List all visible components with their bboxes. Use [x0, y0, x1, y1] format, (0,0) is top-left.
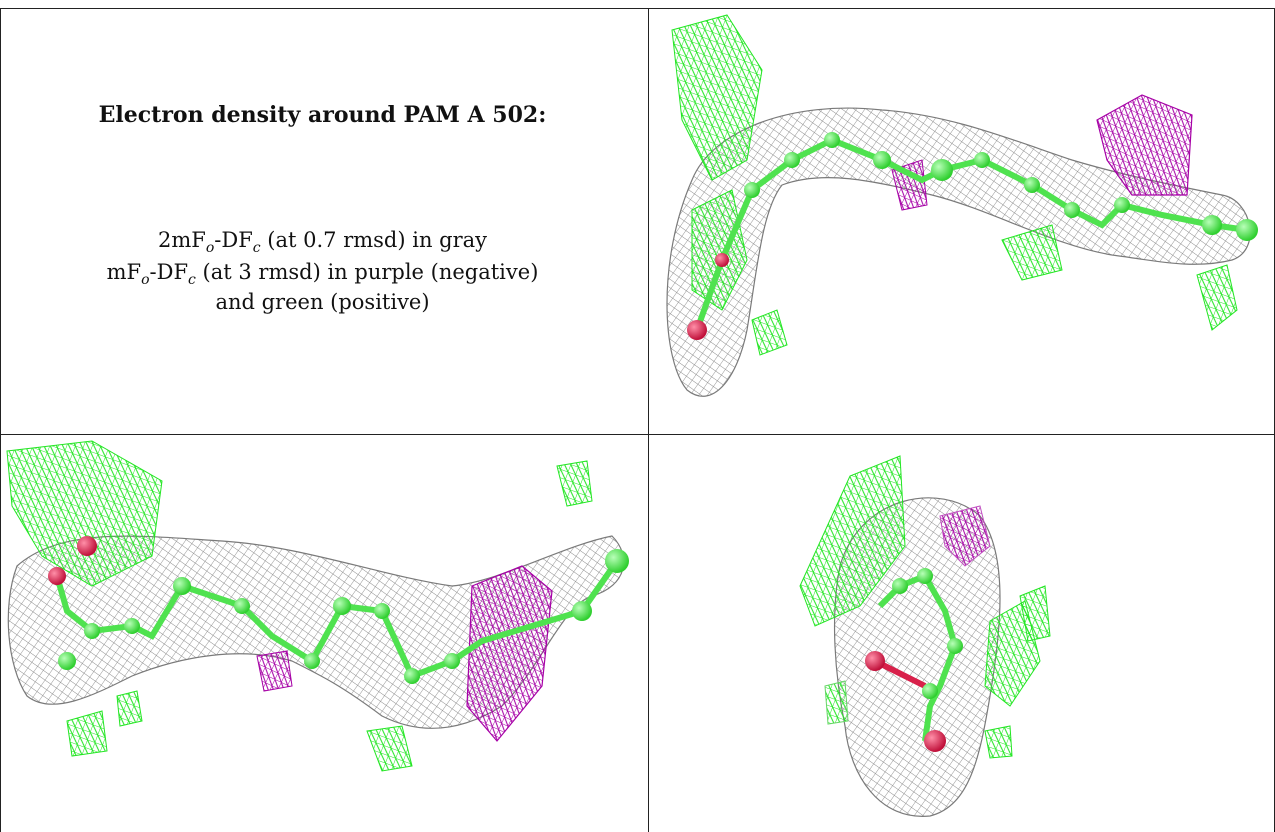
caption-line-3: and green (positive) [215, 290, 430, 314]
purple-density-blob [466, 565, 553, 742]
green-density-blob [824, 680, 849, 725]
green-density-blob [366, 725, 413, 772]
density-panel-bottom-left [6, 440, 629, 772]
ligand-bond-chain [694, 136, 1248, 332]
green-density-blob [1001, 224, 1063, 281]
green-density-blob [671, 14, 763, 181]
green-density-blob [1196, 264, 1238, 331]
ligand-atom [873, 151, 891, 169]
green-density-blob [984, 725, 1013, 759]
caption-title: Electron density around PAM A 502: [98, 102, 547, 128]
ligand-atom [374, 603, 390, 619]
green-density-blob [1019, 585, 1051, 642]
table-border-left [0, 8, 1, 832]
green-density-blob [66, 710, 108, 757]
ligand-atom [84, 623, 100, 639]
gray-density-mesh [666, 107, 1251, 397]
ligand-atom [947, 638, 963, 654]
ligand-atom [58, 652, 76, 670]
table-border-top [0, 8, 1275, 9]
oxygen-atom [865, 651, 885, 671]
ligand-atom [1202, 215, 1222, 235]
green-density-blob [6, 440, 163, 587]
ligand-atom [605, 549, 629, 573]
table-border-row-divider [0, 434, 1275, 435]
ligand-atom [333, 597, 351, 615]
ligand-atom [124, 618, 140, 634]
ligand-atom [1236, 219, 1258, 241]
density-panel-bottom-right [799, 455, 1051, 817]
purple-density-blob [939, 505, 991, 567]
ligand-atom [922, 683, 938, 699]
ligand-atom [234, 598, 250, 614]
ligand-atom [304, 653, 320, 669]
density-panel-top-right [666, 14, 1258, 397]
oxygen-atom [77, 536, 97, 556]
ligand-atom [824, 132, 840, 148]
ligand-atom [784, 152, 800, 168]
green-density-blob [556, 460, 593, 507]
ligand-atom [572, 601, 592, 621]
purple-density-blob [256, 650, 293, 692]
oxygen-atom [687, 320, 707, 340]
ligand-atom [931, 159, 953, 181]
green-density-blob [751, 309, 788, 356]
caption-line-2: mFo-DFc (at 3 rmsd) in purple (negative) [106, 260, 539, 289]
green-density-blob [691, 189, 748, 311]
ligand-atom [917, 568, 933, 584]
ligand-atom [404, 668, 420, 684]
ligand-atom [1114, 197, 1130, 213]
green-density-blob [116, 690, 143, 727]
caption-line-1: 2mFo-DFc (at 0.7 rmsd) in gray [157, 228, 488, 257]
ligand-atom [974, 152, 990, 168]
ligand-atom [1024, 177, 1040, 193]
table-border-middle [648, 8, 649, 832]
purple-density-blob [1096, 94, 1193, 196]
ligand-atom [444, 653, 460, 669]
oxygen-atom [48, 567, 66, 585]
caption-cell: Electron density around PAM A 502: 2mFo-… [0, 8, 648, 434]
green-density-blob [799, 455, 906, 627]
ligand-atom [892, 578, 908, 594]
ligand-atom [1064, 202, 1080, 218]
oxygen-atom [924, 730, 946, 752]
ligand-atom [173, 577, 191, 595]
oxygen-atom [715, 253, 729, 267]
ligand-atom [744, 182, 760, 198]
